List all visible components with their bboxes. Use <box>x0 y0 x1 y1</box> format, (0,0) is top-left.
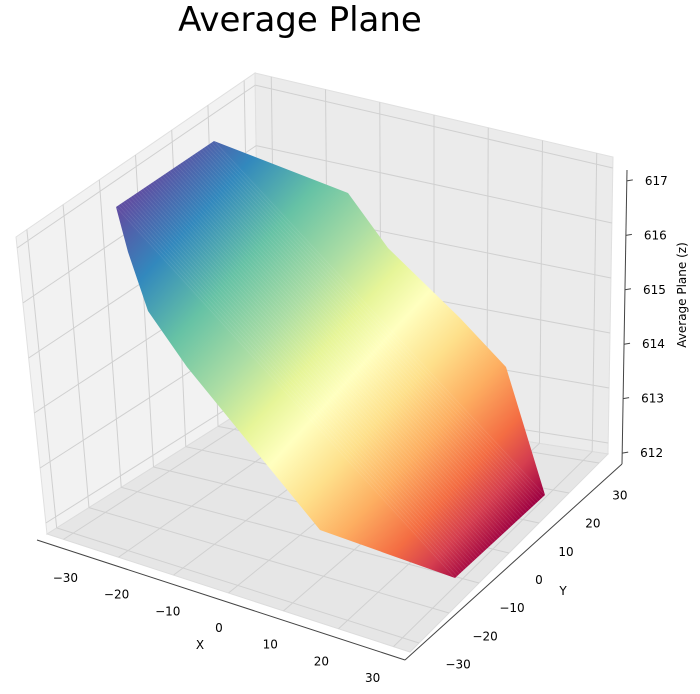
y-tick-label: 0 <box>535 573 543 587</box>
mesh-line <box>169 170 505 533</box>
z-tick-mark <box>622 451 629 454</box>
mesh-line <box>130 196 469 566</box>
y-tick-label: −10 <box>499 601 524 615</box>
mesh-line <box>203 147 537 504</box>
x-tick-label: 30 <box>365 671 380 685</box>
mesh-line <box>206 145 539 502</box>
mesh-line <box>186 158 521 519</box>
mesh-line <box>145 186 483 554</box>
mesh-line <box>211 142 543 498</box>
y-tick-label: 20 <box>585 517 600 531</box>
mesh-line <box>128 198 467 568</box>
z-tick-mark <box>623 397 630 400</box>
mesh-line <box>150 183 487 550</box>
y-gridline <box>121 486 480 584</box>
mesh-line <box>177 165 512 527</box>
chart-title: Average Plane <box>178 0 422 40</box>
x-tick-label: 20 <box>314 654 329 668</box>
y-axis-label: Y <box>558 584 567 598</box>
z-axis-ticks: 612 613 614 615 616 617 <box>622 174 668 460</box>
mesh-line <box>118 205 458 577</box>
mesh-line <box>152 182 489 548</box>
mesh-line <box>194 153 528 512</box>
z-tick-label: 614 <box>642 337 665 351</box>
y-tick-label: −20 <box>472 629 497 643</box>
mesh-line <box>208 144 541 500</box>
z-tick-label: 612 <box>640 446 663 460</box>
z-tick-label: 613 <box>641 392 664 406</box>
mesh-line <box>184 160 519 521</box>
mesh-line <box>196 152 530 510</box>
mesh-line <box>157 178 494 543</box>
mesh-line <box>125 200 465 570</box>
mesh-line <box>179 163 514 525</box>
mesh-line <box>164 173 501 537</box>
x-tick-label: −30 <box>53 571 78 585</box>
x-wall-gridline <box>591 153 598 452</box>
y-tick-label: 10 <box>558 545 573 559</box>
mesh-line <box>174 167 510 529</box>
mesh-line <box>123 201 462 572</box>
z-tick-label: 615 <box>643 283 666 297</box>
z-tick-label: 617 <box>645 174 668 188</box>
z-tick-label: 616 <box>644 228 667 242</box>
mesh-line <box>135 193 474 562</box>
x-wall-gridline <box>538 140 543 444</box>
x-tick-label: −10 <box>155 604 180 618</box>
mesh-line <box>172 168 507 531</box>
z-gridline-right <box>255 84 613 169</box>
mesh-line <box>115 206 456 579</box>
mesh-line <box>147 185 485 552</box>
z-gridline-left <box>16 84 256 249</box>
average-plane-surface <box>116 141 545 578</box>
z-gridline-right <box>256 145 612 224</box>
y-gridline <box>56 527 420 644</box>
mesh-line <box>189 157 523 516</box>
mesh-line <box>120 203 460 575</box>
mesh-line <box>199 150 532 508</box>
x-tick-label: −20 <box>104 588 129 602</box>
mesh-line <box>154 180 492 546</box>
y-tick-label: −30 <box>445 658 470 672</box>
z-axis-label: Average Plane (z) <box>675 242 689 347</box>
mesh-line <box>140 190 478 558</box>
y-wall-gridline <box>26 229 58 528</box>
z-tick-mark <box>624 288 632 291</box>
surface-mesh <box>115 140 546 579</box>
axis-lines <box>36 169 628 661</box>
x-axis-label: X <box>196 638 204 652</box>
x-tick-label: 0 <box>215 621 223 635</box>
x-axis-ticks: −30 −20 −10 0 10 20 30 <box>53 571 381 685</box>
mesh-line <box>137 191 476 560</box>
y-wall-gridline <box>98 179 122 488</box>
y-gridline <box>88 507 450 614</box>
z-tick-mark <box>626 179 633 182</box>
y-tick-label: 30 <box>612 488 627 502</box>
z-tick-mark <box>623 342 631 345</box>
mesh-line <box>167 172 503 535</box>
y-axis-ticks: −30 −20−10 0 10 20 30 <box>445 488 627 671</box>
mesh-line <box>142 188 480 556</box>
mesh-line <box>159 177 496 541</box>
mesh-line <box>191 155 525 514</box>
mesh-line <box>132 195 471 564</box>
mesh-line <box>181 162 516 523</box>
mesh-line <box>201 149 534 506</box>
mesh-line <box>162 175 498 539</box>
x-tick-label: 10 <box>263 638 278 652</box>
mesh-line <box>213 140 546 496</box>
y-wall-gridline <box>62 204 90 508</box>
z-tick-mark <box>625 233 632 236</box>
